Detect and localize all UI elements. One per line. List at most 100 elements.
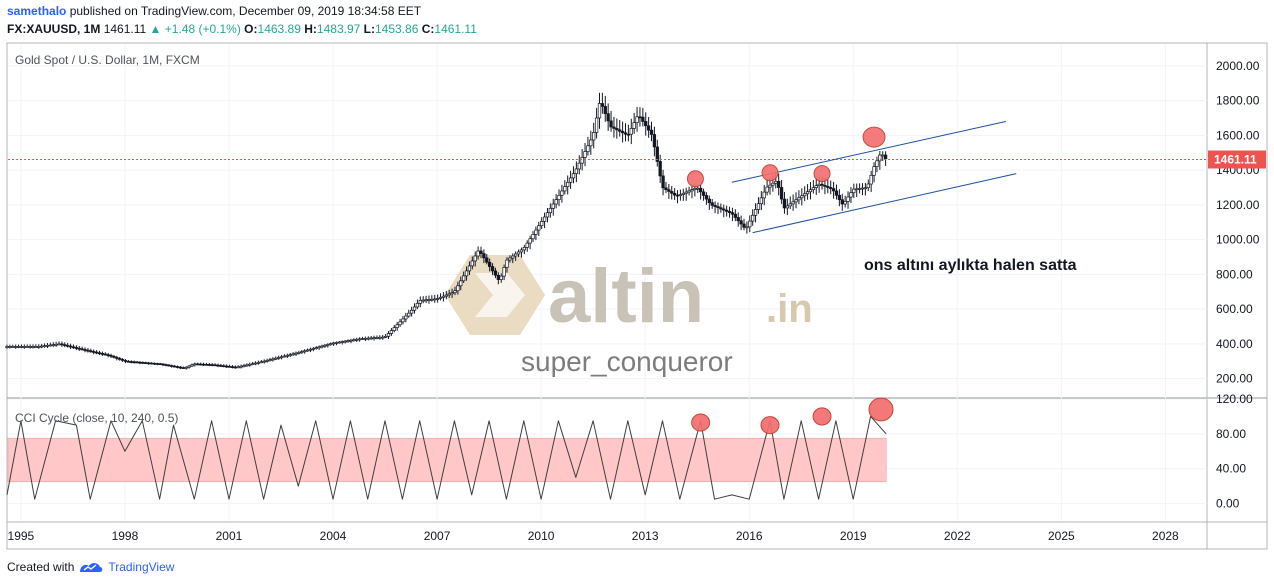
time-tick-label: 2028 — [1152, 529, 1179, 543]
candle-body — [664, 187, 668, 191]
candle-body — [152, 362, 157, 365]
candle-body — [375, 337, 379, 339]
candle-body — [138, 361, 142, 364]
candle-body — [722, 208, 726, 211]
candle-body — [554, 199, 558, 205]
cci-tick-label: 40.00 — [1216, 462, 1246, 476]
candle-body — [791, 201, 795, 205]
candle-body — [288, 354, 292, 356]
candle-body — [164, 364, 168, 366]
candle-body — [415, 302, 420, 308]
candle-body — [490, 266, 495, 272]
main-legend[interactable]: Gold Spot / U.S. Dollar, 1M, FXCM — [15, 53, 200, 67]
candle-body — [48, 344, 53, 347]
candle-body — [14, 346, 18, 348]
time-tick-label: 2025 — [1048, 529, 1075, 543]
candle-body — [129, 361, 133, 363]
watermark-brand: altin — [548, 254, 704, 339]
candle-body — [583, 151, 587, 158]
candle-body — [863, 187, 868, 190]
candle-body — [167, 364, 171, 367]
candle-body — [54, 343, 58, 346]
candle-body — [126, 360, 131, 363]
candle-body — [265, 360, 269, 362]
watermark-tld: .in — [766, 287, 813, 331]
symbol-label: FX:XAUUSD, 1M — [7, 22, 101, 36]
candle-body — [690, 189, 694, 192]
candle-body — [158, 363, 162, 366]
candle-body — [285, 354, 289, 357]
candle-body — [97, 352, 102, 355]
cci-tick-label: 120.00 — [1216, 392, 1253, 406]
watermark-logo — [445, 255, 545, 335]
watermark-user: super_conqueror — [521, 346, 733, 377]
price-scale[interactable]: 2000.001800.001600.001400.001200.001000.… — [1208, 59, 1266, 386]
candle-body — [346, 340, 350, 342]
candle-body — [303, 350, 307, 353]
candle-body — [531, 234, 535, 240]
candle-body — [198, 363, 203, 366]
candle-body — [201, 363, 206, 366]
candle-body — [594, 117, 599, 133]
cci-line — [6, 415, 887, 500]
candle-body — [548, 207, 553, 214]
candle-body — [300, 351, 304, 353]
candle-body — [476, 250, 480, 257]
cci-scale[interactable]: 120.00 80.00 40.00 0.00 — [1216, 392, 1253, 511]
last-price-label-bg — [1208, 150, 1266, 169]
close-label: C: — [421, 22, 435, 36]
candle-body — [219, 365, 223, 367]
candle-body — [603, 106, 607, 114]
candle-body — [748, 220, 752, 228]
candle-body — [251, 363, 255, 366]
candle-body — [817, 183, 821, 186]
candle-body — [797, 197, 801, 201]
candle-body — [765, 186, 769, 193]
candle-body — [334, 342, 339, 344]
indicator-legend[interactable]: CCI Cycle (close, 10, 240, 0.5) — [15, 411, 178, 425]
candle-body — [259, 361, 263, 364]
candle-body — [615, 128, 619, 131]
candle-body — [499, 275, 503, 280]
candle-body — [675, 194, 680, 197]
change-arrow-icon: ▲ — [149, 22, 162, 36]
candle-body — [774, 180, 778, 184]
candle-body — [693, 188, 697, 191]
candle-body — [421, 299, 425, 302]
candle-body — [840, 199, 844, 205]
candle-body — [77, 347, 81, 350]
candle-body — [618, 129, 622, 132]
candle-body — [248, 363, 252, 366]
annotation-text[interactable]: ons altını aylıkta halen satta — [864, 257, 1077, 274]
candle-body — [883, 154, 888, 160]
candle-body — [745, 226, 749, 229]
candle-body — [170, 365, 174, 367]
candle-body — [716, 206, 720, 209]
candle-body — [788, 203, 792, 207]
candle-body — [678, 194, 683, 197]
markers[interactable] — [686, 126, 894, 435]
cci-marker — [812, 407, 832, 426]
high-label: H: — [304, 22, 317, 36]
time-tick-label: 2022 — [944, 529, 971, 543]
candle-body — [343, 340, 347, 343]
time-scale[interactable]: 1995 1998 2001 2004 2007 2010 2013 2016 2019 2022… — [8, 529, 1180, 543]
candle-body — [366, 337, 370, 340]
candle-body — [433, 298, 437, 301]
candle-body — [800, 195, 804, 199]
time-tick-label: 2004 — [320, 529, 347, 543]
candle-body — [106, 354, 110, 357]
candle-body — [586, 145, 590, 152]
candle-body — [826, 186, 830, 188]
low-label: L: — [363, 22, 375, 36]
candle-body — [866, 183, 870, 189]
tradingview-link[interactable]: TradingView — [108, 560, 175, 574]
candle-body — [40, 345, 44, 348]
candle-body — [190, 364, 194, 367]
candle-body — [435, 298, 440, 300]
candle-body — [86, 349, 90, 352]
author-link[interactable]: samethalo — [7, 4, 67, 18]
candle-body — [193, 363, 197, 366]
candle-body — [834, 190, 839, 196]
